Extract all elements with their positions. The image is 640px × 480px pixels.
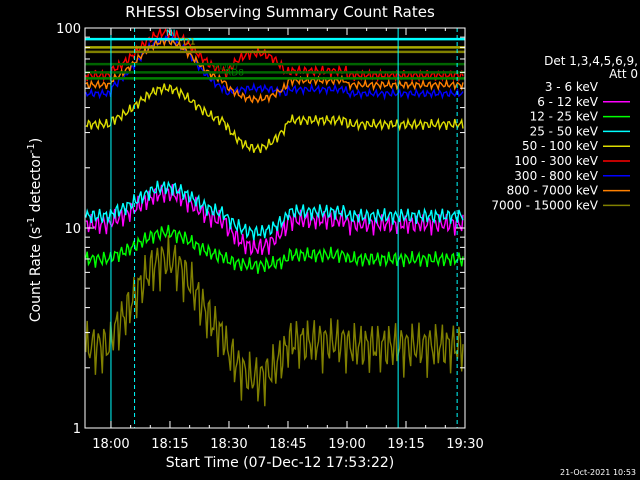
y-axis: 1 10 100 bbox=[56, 22, 465, 437]
series-line bbox=[85, 235, 464, 407]
y-axis-label-mid: detector bbox=[28, 153, 44, 217]
x-tick-label: 18:15 bbox=[151, 437, 188, 452]
flag-label: NI bbox=[166, 29, 175, 39]
legend-label: 6 - 12 keV bbox=[537, 95, 599, 109]
series-line bbox=[85, 83, 464, 154]
y-tick-label: 100 bbox=[56, 22, 81, 37]
x-tick-label: 18:45 bbox=[269, 437, 306, 452]
footer-timestamp: 21-Oct-2021 10:53 bbox=[560, 468, 636, 477]
flag-label: FD1 bbox=[178, 37, 196, 47]
x-tick-label: 19:30 bbox=[446, 437, 483, 452]
y-tick-label: 10 bbox=[64, 222, 81, 237]
y-axis-label-main: Count Rate (s bbox=[28, 227, 44, 322]
x-tick-label: 18:30 bbox=[210, 437, 247, 452]
y-axis-label: Count Rate (s-1 detector-1) bbox=[26, 138, 44, 322]
legend-label: 100 - 300 keV bbox=[514, 154, 598, 168]
y-axis-label-sup: -1 bbox=[26, 217, 37, 227]
y-tick-label: 1 bbox=[73, 422, 81, 437]
legend-label: 12 - 25 keV bbox=[530, 110, 599, 124]
x-tick-label: 18:00 bbox=[92, 437, 129, 452]
y-axis-label-end: ) bbox=[28, 138, 44, 143]
legend-header-line-1: Det 1,3,4,5,6,9, bbox=[544, 54, 638, 68]
flag-label: RD8 bbox=[225, 68, 244, 78]
legend-label: 3 - 6 keV bbox=[545, 80, 599, 94]
legend-label: 25 - 50 keV bbox=[530, 124, 599, 138]
x-axis: 18:00 18:15 18:30 18:45 19:00 19:15 19:30 bbox=[92, 28, 484, 452]
x-tick-label: 19:00 bbox=[328, 437, 365, 452]
legend-label: 800 - 7000 keV bbox=[507, 184, 599, 198]
legend-label: 50 - 100 keV bbox=[522, 139, 599, 153]
legend-label: 300 - 800 keV bbox=[514, 169, 598, 183]
chart-title: RHESSI Observing Summary Count Rates bbox=[125, 3, 435, 21]
series-line bbox=[85, 180, 464, 241]
legend-label: 7000 - 15000 keV bbox=[491, 198, 598, 212]
legend-header-line-2: Att 0 bbox=[609, 67, 638, 81]
x-axis-label: Start Time (07-Dec-12 17:53:22) bbox=[166, 455, 394, 471]
x-tick-label: 19:15 bbox=[387, 437, 424, 452]
flag-label: RD00 bbox=[213, 62, 238, 72]
series-line bbox=[85, 224, 464, 274]
y-axis-label-sup2: -1 bbox=[26, 143, 37, 153]
